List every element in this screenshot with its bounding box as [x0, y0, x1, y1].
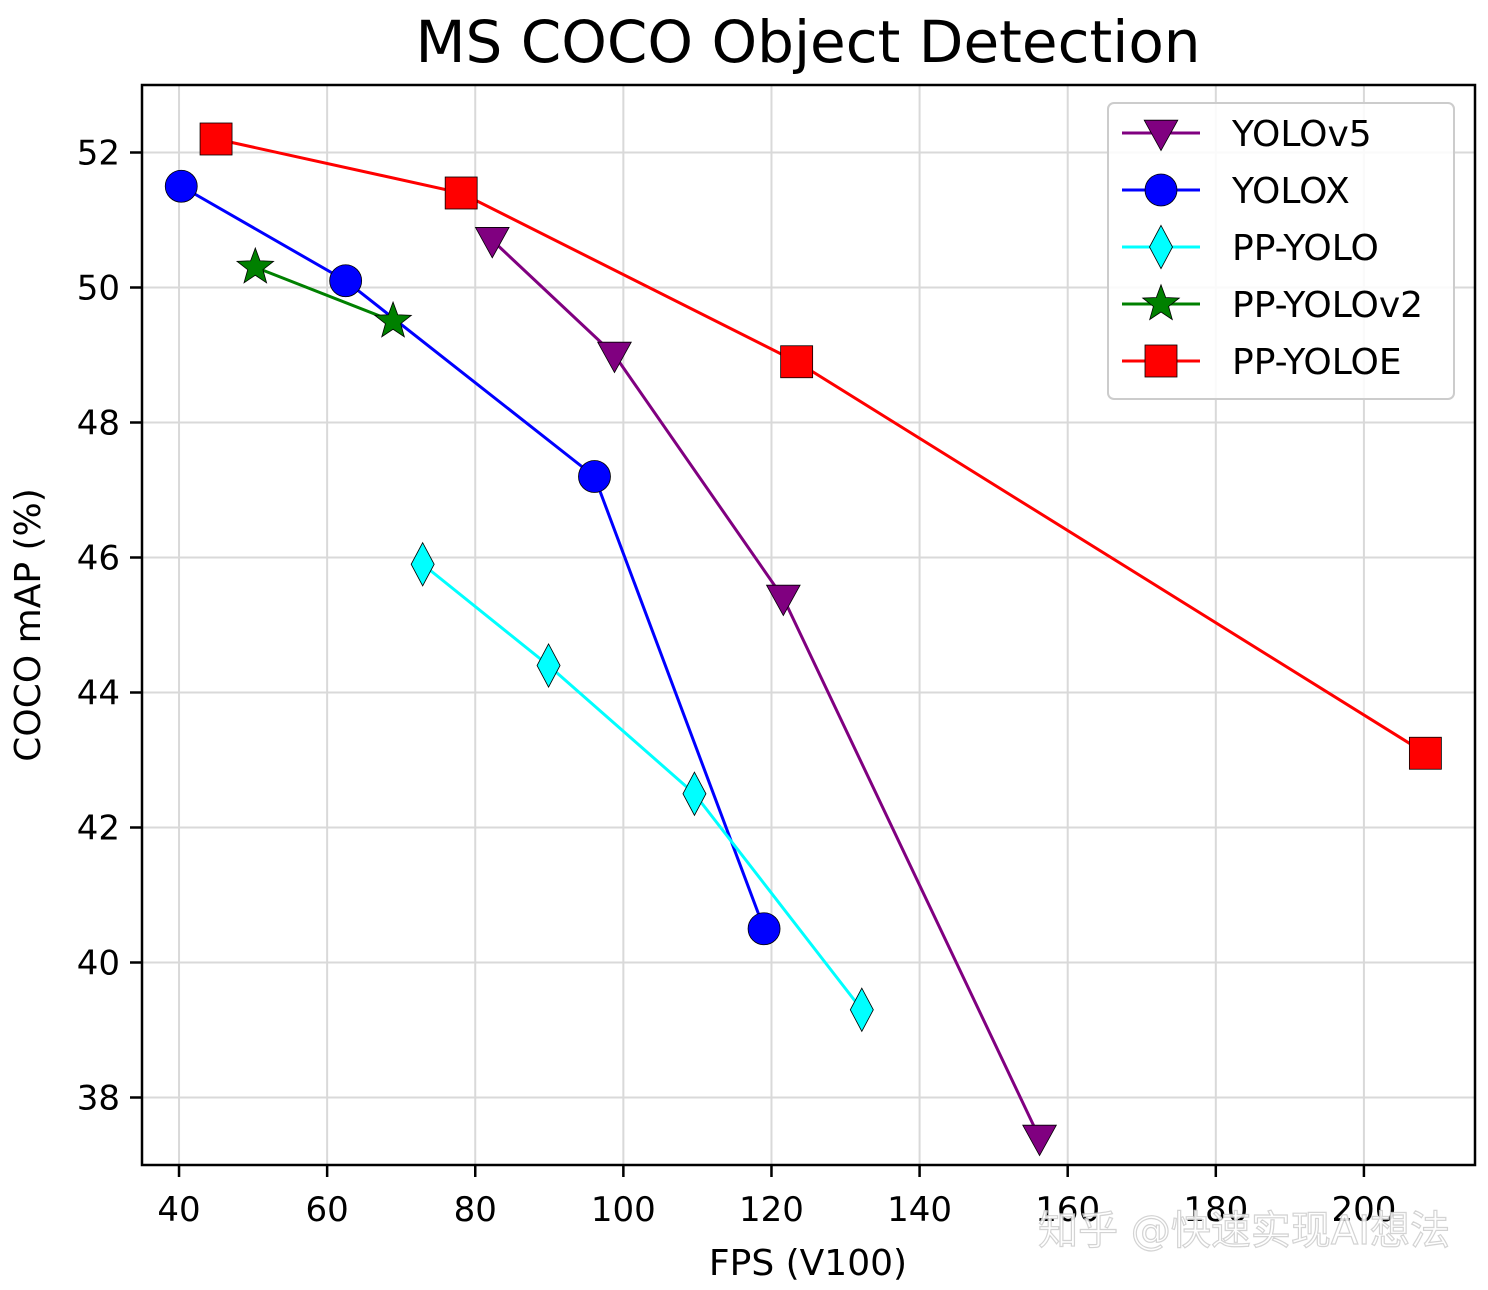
x-tick-label: 60	[306, 1190, 349, 1230]
grid	[142, 85, 1475, 1165]
data-point-pp-yoloe	[780, 345, 814, 379]
x-tick-label: 140	[887, 1190, 952, 1230]
series-yolov5	[474, 227, 1058, 1157]
series-yolox	[164, 169, 781, 946]
ticks: 40 60 80 100 120 140 160 180 200 38 40 42 44 46 48 50 52	[77, 134, 1397, 1231]
x-tick-label: 80	[454, 1190, 497, 1230]
legend-marker-pp-yoloe	[1144, 344, 1178, 378]
y-tick-label: 42	[77, 809, 120, 849]
data-point-yolox	[164, 169, 198, 203]
data-point-yolov5	[1022, 1124, 1058, 1157]
legend-label-pp-yolov2: PP-YOLOv2	[1232, 285, 1423, 326]
y-tick-label: 38	[77, 1079, 120, 1119]
data-point-pp-yolo	[682, 771, 707, 817]
series-pp-yoloe	[199, 122, 1442, 770]
y-tick-label: 50	[77, 269, 120, 309]
watermark: 知乎 @快速实现AI想法	[1038, 1208, 1450, 1254]
data-point-pp-yolov2	[373, 300, 413, 338]
legend-label-pp-yoloe: PP-YOLOE	[1232, 342, 1402, 383]
data-point-yolox	[747, 912, 781, 946]
data-point-pp-yolo	[849, 987, 874, 1033]
series-line-pp-yolo	[421, 563, 864, 1011]
data-point-pp-yolov2	[235, 246, 275, 284]
chart-title: MS COCO Object Detection	[415, 8, 1200, 76]
y-tick-label: 52	[77, 134, 120, 174]
series-line-yolov5	[491, 239, 1041, 1139]
legend-box	[1107, 102, 1455, 400]
data-point-yolov5	[765, 584, 801, 617]
legend-marker-yolox	[1144, 173, 1178, 207]
legend-label-yolov5: YOLOv5	[1231, 114, 1372, 155]
x-axis-label: FPS (V100)	[709, 1243, 907, 1284]
series-line-yolox	[180, 184, 766, 930]
series-line-pp-yoloe	[215, 137, 1427, 755]
series-pp-yolov2	[235, 246, 413, 338]
x-tick-label: 100	[591, 1190, 656, 1230]
data-point-yolov5	[474, 227, 510, 259]
x-tick-label: 120	[739, 1190, 804, 1230]
y-tick-label: 40	[77, 944, 120, 984]
y-tick-label: 46	[77, 539, 120, 579]
data-point-pp-yoloe	[1408, 736, 1442, 770]
data-point-yolox	[578, 460, 611, 493]
x-tick-label: 160	[1035, 1190, 1100, 1230]
x-tick-label: 180	[1183, 1190, 1248, 1230]
y-axis-label: COCO mAP (%)	[8, 488, 49, 762]
x-tick-label: 40	[157, 1190, 200, 1230]
series-pp-yolo	[410, 541, 874, 1033]
legend-label-pp-yolo: PP-YOLO	[1232, 228, 1379, 269]
legend-marker-yolov5	[1143, 119, 1179, 152]
data-point-pp-yoloe	[199, 122, 233, 156]
legend: YOLOv5 YOLOX PP-YOLO PP-YOLOv2 PP-YOLOE	[1107, 102, 1455, 400]
y-tick-label: 48	[77, 404, 120, 444]
legend-label-yolox: YOLOX	[1231, 171, 1350, 212]
data-point-pp-yoloe	[444, 176, 478, 210]
data-point-yolox	[329, 264, 363, 298]
legend-marker-pp-yolov2	[1141, 283, 1181, 321]
plot-frame	[140, 83, 1477, 1167]
x-tick-label: 200	[1331, 1190, 1396, 1230]
data-point-pp-yolo	[410, 541, 435, 587]
legend-marker-pp-yolo	[1149, 224, 1173, 270]
y-tick-label: 44	[77, 674, 120, 714]
series-line-pp-yolov2	[254, 265, 394, 323]
series-layer	[164, 122, 1442, 1157]
data-point-pp-yolo	[536, 643, 561, 688]
data-point-yolov5	[596, 341, 632, 374]
